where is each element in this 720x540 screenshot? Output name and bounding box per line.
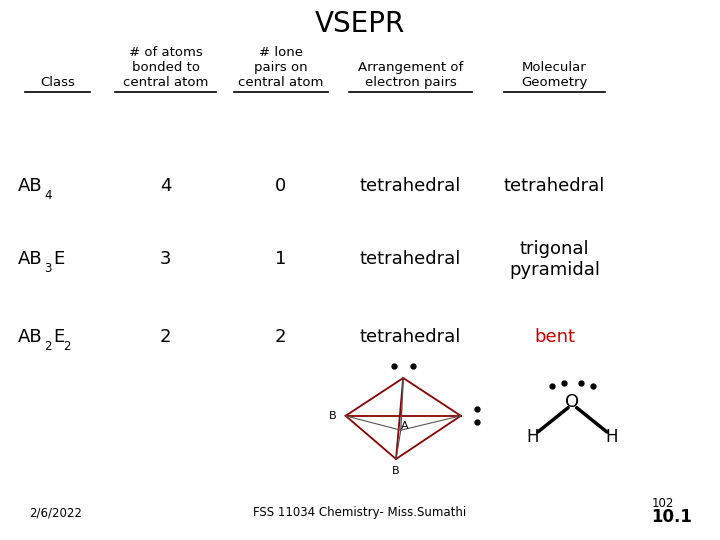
Text: bent: bent xyxy=(534,328,575,347)
Text: AB: AB xyxy=(18,328,42,347)
Text: H: H xyxy=(606,428,618,447)
Text: tetrahedral: tetrahedral xyxy=(360,177,461,195)
Text: 2: 2 xyxy=(63,340,70,353)
Text: tetrahedral: tetrahedral xyxy=(504,177,605,195)
Text: 2: 2 xyxy=(44,340,51,353)
Text: 102: 102 xyxy=(652,497,674,510)
Text: E: E xyxy=(53,328,65,347)
Text: VSEPR: VSEPR xyxy=(315,10,405,38)
Text: tetrahedral: tetrahedral xyxy=(360,250,461,268)
Text: 0: 0 xyxy=(275,177,287,195)
Text: B: B xyxy=(392,466,400,476)
Text: 2: 2 xyxy=(160,328,171,347)
Text: FSS 11034 Chemistry- Miss.Sumathi: FSS 11034 Chemistry- Miss.Sumathi xyxy=(253,507,467,519)
Text: Arrangement of
electron pairs: Arrangement of electron pairs xyxy=(358,61,463,89)
Text: O: O xyxy=(565,393,580,411)
Text: tetrahedral: tetrahedral xyxy=(360,328,461,347)
Text: AB: AB xyxy=(18,250,42,268)
Text: 2/6/2022: 2/6/2022 xyxy=(29,507,81,519)
Text: H: H xyxy=(526,428,539,447)
Text: B: B xyxy=(329,411,336,421)
Text: Class: Class xyxy=(40,76,75,89)
Text: trigonal
pyramidal: trigonal pyramidal xyxy=(509,240,600,279)
Text: 1: 1 xyxy=(275,250,287,268)
Text: 4: 4 xyxy=(160,177,171,195)
Text: 3: 3 xyxy=(160,250,171,268)
Text: Molecular
Geometry: Molecular Geometry xyxy=(521,61,588,89)
Text: 10.1: 10.1 xyxy=(652,509,693,526)
Text: E: E xyxy=(53,250,65,268)
Text: # lone
pairs on
central atom: # lone pairs on central atom xyxy=(238,46,323,89)
Text: 3: 3 xyxy=(44,262,51,275)
Text: AB: AB xyxy=(18,177,42,195)
Text: 2: 2 xyxy=(275,328,287,347)
Text: A: A xyxy=(400,421,408,431)
Text: # of atoms
bonded to
central atom: # of atoms bonded to central atom xyxy=(123,46,208,89)
Text: 4: 4 xyxy=(44,189,51,202)
